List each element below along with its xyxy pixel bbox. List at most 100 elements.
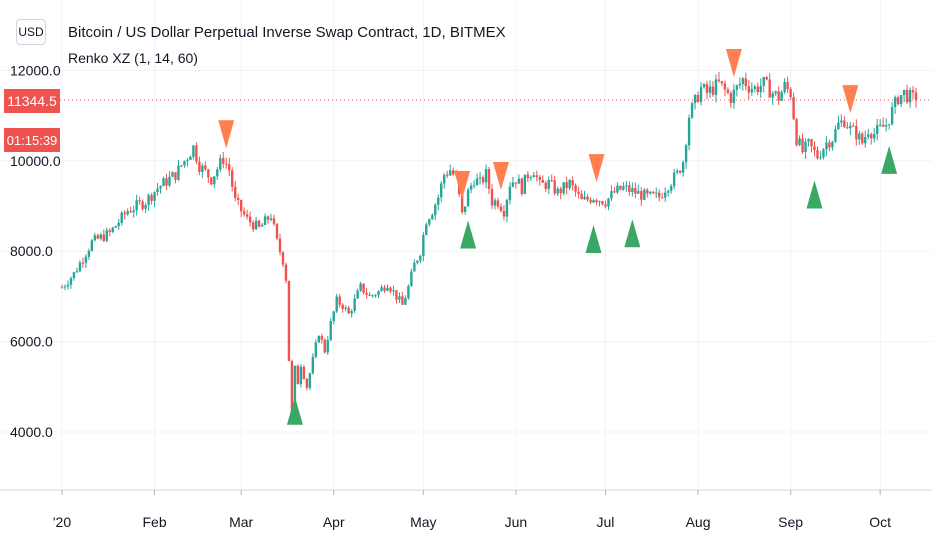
candle-body — [538, 176, 541, 180]
candle-body — [490, 189, 494, 206]
candle-body — [843, 120, 846, 128]
candle-body — [577, 191, 580, 194]
candle-body — [878, 124, 882, 126]
candle-body — [780, 92, 783, 101]
candle-body — [813, 146, 816, 151]
candle-body — [404, 298, 407, 305]
currency-button[interactable]: USD — [16, 19, 46, 45]
candle-body — [123, 212, 126, 215]
candle-body — [377, 291, 380, 296]
candle-body — [162, 178, 165, 187]
candle-body — [75, 271, 79, 273]
candle-body — [308, 373, 312, 388]
candle-body — [359, 283, 362, 291]
candle-body — [876, 125, 879, 134]
candle-body — [102, 234, 106, 241]
candle-body — [329, 321, 332, 340]
chart-title: Bitcoin / US Dollar Perpetual Inverse Sw… — [68, 24, 506, 41]
candle-body — [177, 165, 180, 180]
y-tick-label: 4000.0 — [10, 424, 53, 440]
candle-body — [535, 175, 538, 177]
candle-body — [335, 296, 338, 312]
candle-body — [520, 178, 524, 195]
candle-body — [669, 186, 673, 191]
candle-body — [819, 157, 822, 159]
candle-body — [90, 240, 94, 251]
candle-body — [296, 365, 300, 385]
candle-body — [207, 169, 210, 178]
candle-body — [147, 195, 150, 205]
candle-body — [120, 212, 123, 223]
sell-signal-marker — [218, 120, 235, 149]
candle-body — [141, 201, 144, 209]
candle-body — [260, 224, 264, 227]
x-tick-label: Jun — [505, 514, 528, 530]
candle-body — [783, 82, 786, 93]
indicator-legend[interactable]: Renko XZ (1, 14, 60) — [68, 50, 198, 66]
candle-body — [801, 138, 804, 153]
candle-body — [204, 165, 207, 170]
candle-body — [855, 125, 858, 140]
candle-body — [693, 94, 697, 104]
candle-body — [222, 158, 225, 164]
candle-body — [729, 93, 733, 104]
candle-body — [550, 180, 553, 182]
x-tick-label: Apr — [323, 514, 345, 530]
candle-body — [568, 180, 571, 189]
candle-body — [705, 84, 709, 93]
candle-body — [60, 287, 64, 289]
y-tick-label: 12000.0 — [10, 62, 61, 78]
candle-body — [702, 84, 706, 88]
candle-body — [225, 163, 228, 165]
candle-body — [413, 262, 416, 272]
candle-body — [398, 296, 401, 300]
candle-body — [661, 197, 664, 199]
x-axis-labels[interactable]: '20 Feb Mar Apr May Jun Jul Aug Sep Oct — [53, 490, 891, 530]
candle-body — [607, 198, 610, 207]
sell-signal-marker — [725, 49, 742, 77]
sell-signal-marker — [588, 154, 605, 183]
candle-body — [750, 88, 753, 93]
candle-body — [401, 296, 404, 305]
candle-body — [231, 170, 234, 187]
candle-body — [511, 182, 515, 187]
candle-body — [460, 194, 464, 212]
candle-body — [610, 191, 613, 199]
candle-body — [708, 86, 712, 93]
candle-body — [678, 170, 682, 173]
candle-body — [156, 188, 159, 193]
candle-body — [213, 176, 216, 185]
candle-body — [592, 200, 595, 203]
candle-body — [768, 79, 771, 98]
candle-body — [434, 204, 437, 216]
candle-body — [738, 83, 742, 86]
last-price-badge: 11344.5 — [4, 89, 60, 113]
candle-body — [714, 79, 718, 95]
candle-body — [114, 226, 117, 228]
candle-body — [168, 176, 171, 186]
candle-body — [299, 366, 303, 385]
y-tick-label: 6000.0 — [10, 334, 53, 350]
candle-body — [440, 183, 443, 198]
candle-body — [192, 145, 195, 157]
candle-body — [242, 211, 246, 215]
candle-body — [219, 158, 222, 170]
candle-body — [374, 295, 377, 297]
candle-body — [254, 220, 258, 230]
candle-body — [365, 292, 368, 295]
candle-body — [150, 195, 153, 201]
candle-body — [825, 142, 828, 150]
candle-body — [666, 190, 670, 193]
x-tick-label: Feb — [143, 514, 167, 530]
candle-body — [786, 82, 789, 89]
candle-body — [744, 78, 748, 87]
candle-body — [684, 145, 688, 163]
candle-body — [263, 216, 267, 225]
candle-body — [893, 97, 897, 108]
candle-body — [807, 139, 810, 142]
candlestick-series — [60, 72, 918, 419]
candle-body — [574, 185, 577, 192]
candle-body — [816, 150, 819, 159]
y-axis-labels[interactable]: 4000.0 6000.0 8000.0 10000.0 12000.0 — [10, 62, 61, 440]
